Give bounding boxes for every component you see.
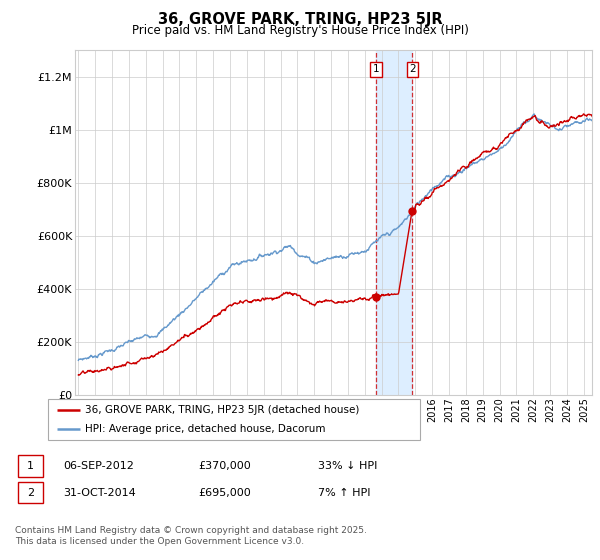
Text: HPI: Average price, detached house, Dacorum: HPI: Average price, detached house, Daco… <box>85 424 326 433</box>
Text: 33% ↓ HPI: 33% ↓ HPI <box>318 461 377 471</box>
FancyBboxPatch shape <box>48 399 420 440</box>
Text: 1: 1 <box>27 461 34 471</box>
Text: 36, GROVE PARK, TRING, HP23 5JR (detached house): 36, GROVE PARK, TRING, HP23 5JR (detache… <box>85 405 359 415</box>
Text: Price paid vs. HM Land Registry's House Price Index (HPI): Price paid vs. HM Land Registry's House … <box>131 24 469 36</box>
Text: 2: 2 <box>27 488 34 498</box>
Bar <box>376 50 412 395</box>
Text: 31-OCT-2014: 31-OCT-2014 <box>63 488 136 498</box>
Text: 36, GROVE PARK, TRING, HP23 5JR: 36, GROVE PARK, TRING, HP23 5JR <box>158 12 442 27</box>
Text: 1: 1 <box>373 64 379 74</box>
Text: £695,000: £695,000 <box>198 488 251 498</box>
Text: 06-SEP-2012: 06-SEP-2012 <box>63 461 134 471</box>
Text: Contains HM Land Registry data © Crown copyright and database right 2025.
This d: Contains HM Land Registry data © Crown c… <box>15 526 367 546</box>
Text: 7% ↑ HPI: 7% ↑ HPI <box>318 488 371 498</box>
Text: 2: 2 <box>409 64 416 74</box>
Text: £370,000: £370,000 <box>198 461 251 471</box>
